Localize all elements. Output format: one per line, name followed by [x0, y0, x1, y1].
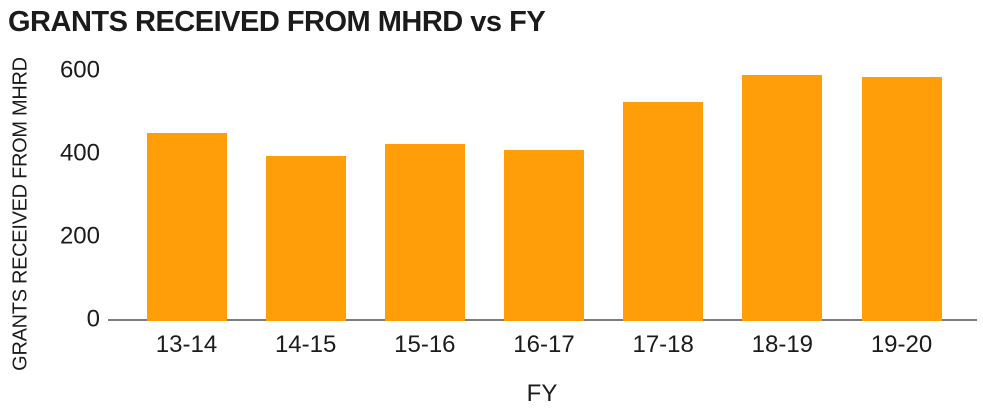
x-tick-label: 19-20 — [870, 331, 933, 358]
y-tick-label: 200 — [59, 222, 100, 250]
bar-14-15 — [265, 156, 346, 321]
x-tick-label: 18-19 — [751, 331, 814, 358]
x-tick-label: 16-17 — [513, 331, 575, 358]
chart-title: GRANTS RECEIVED FROM MHRD vs FY — [8, 6, 546, 38]
bar-19-20 — [861, 77, 942, 321]
x-tick-label: 13-14 — [155, 331, 218, 358]
y-tick-label: 600 — [59, 56, 100, 84]
y-tick-label: 0 — [86, 305, 100, 333]
bar-17-18 — [623, 102, 704, 321]
bar-13-14 — [146, 133, 227, 321]
bar-18-19 — [742, 75, 823, 321]
x-tick-label: 15-16 — [394, 331, 456, 358]
plot-area — [108, 71, 977, 321]
x-axis-title: FY — [526, 380, 558, 407]
bar-15-16 — [384, 143, 465, 321]
y-tick-label: 400 — [59, 139, 100, 167]
bar-16-17 — [504, 149, 584, 321]
y-axis-title: GRANTS RECEIVED FROM MHRD — [9, 57, 32, 371]
x-tick-label: 14-15 — [274, 331, 337, 358]
x-tick-label: 17-18 — [632, 331, 694, 358]
